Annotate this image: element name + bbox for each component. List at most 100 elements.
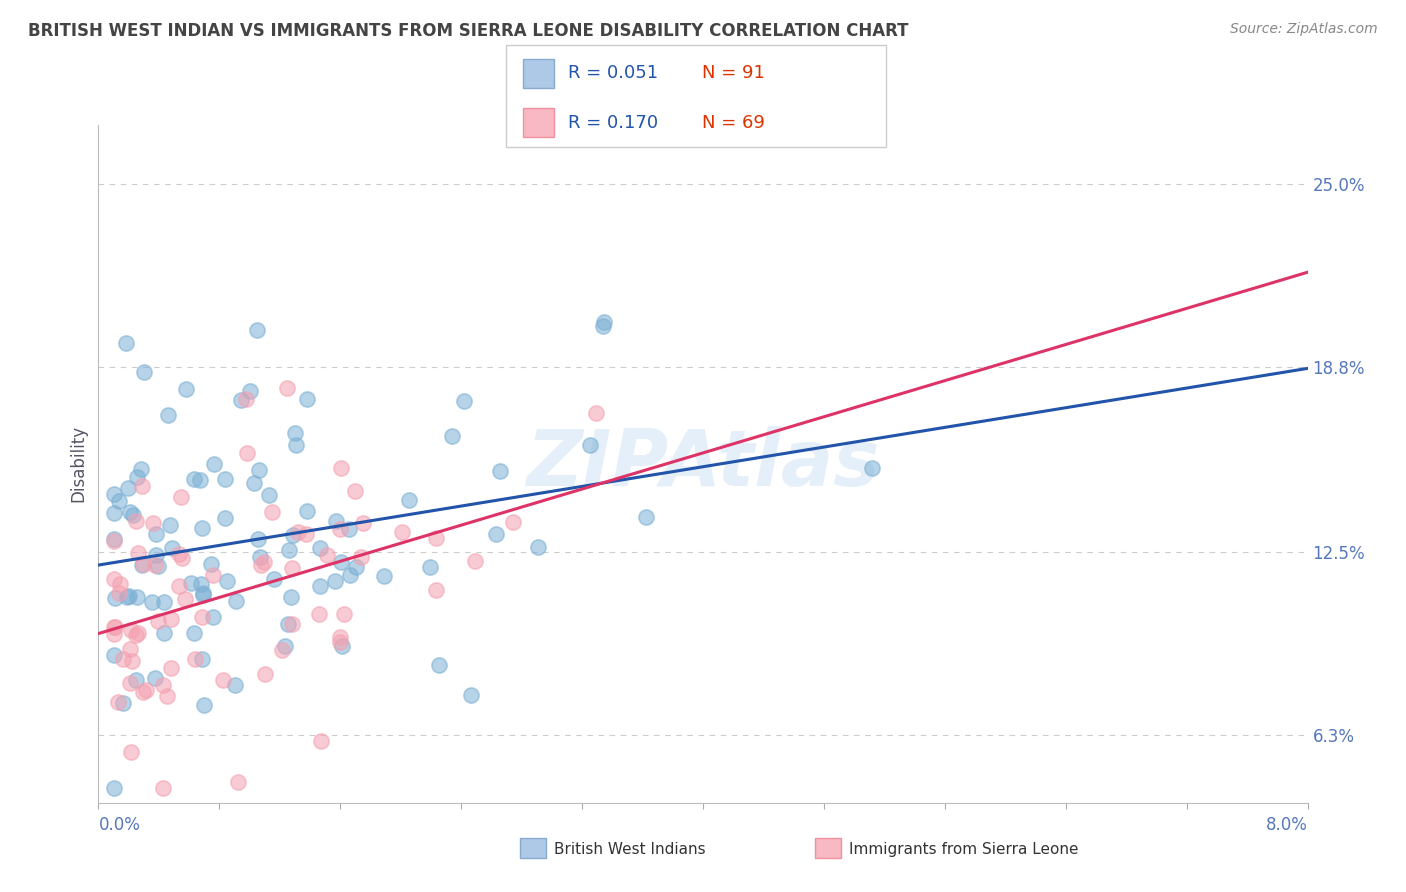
- Point: [280, 590, 302, 604]
- Point: [103, 506, 125, 520]
- Point: [250, 558, 273, 573]
- Point: [235, 446, 257, 460]
- Point: [145, 548, 167, 562]
- Point: [427, 658, 450, 673]
- Point: [107, 696, 129, 710]
- Point: [160, 541, 183, 555]
- Point: [193, 586, 215, 600]
- Point: [214, 511, 236, 525]
- Point: [276, 381, 298, 395]
- Point: [148, 614, 170, 628]
- Point: [297, 504, 319, 518]
- Point: [212, 673, 235, 687]
- Y-axis label: Disability: Disability: [69, 425, 87, 502]
- Point: [132, 685, 155, 699]
- Point: [103, 648, 125, 663]
- Point: [143, 558, 166, 573]
- Point: [323, 574, 346, 589]
- Point: [453, 393, 475, 408]
- Point: [287, 524, 309, 539]
- Point: [337, 522, 360, 536]
- Point: [226, 775, 249, 789]
- Point: [103, 780, 125, 795]
- Point: [224, 678, 246, 692]
- Point: [146, 559, 169, 574]
- Point: [527, 540, 550, 554]
- Point: [285, 437, 308, 451]
- Point: [419, 559, 441, 574]
- Point: [110, 576, 132, 591]
- Text: 0.0%: 0.0%: [98, 816, 141, 834]
- Point: [280, 560, 302, 574]
- Point: [167, 548, 190, 562]
- Point: [103, 620, 125, 634]
- Point: [131, 479, 153, 493]
- Point: [120, 642, 142, 657]
- Point: [167, 579, 190, 593]
- Text: ZIPAtlas: ZIPAtlas: [526, 425, 880, 502]
- Point: [441, 429, 464, 443]
- Point: [127, 626, 149, 640]
- Point: [201, 567, 224, 582]
- Point: [201, 610, 224, 624]
- Point: [502, 516, 524, 530]
- Text: 8.0%: 8.0%: [1265, 816, 1308, 834]
- Point: [329, 522, 352, 536]
- Point: [579, 438, 602, 452]
- Point: [120, 745, 142, 759]
- Point: [295, 392, 318, 406]
- Point: [330, 461, 353, 475]
- Point: [391, 524, 413, 539]
- Point: [311, 734, 333, 748]
- Point: [103, 532, 125, 546]
- Point: [170, 550, 193, 565]
- Point: [325, 514, 347, 528]
- Point: [117, 482, 139, 496]
- Point: [132, 365, 155, 379]
- Point: [135, 682, 157, 697]
- Point: [271, 643, 294, 657]
- Point: [153, 594, 176, 608]
- Point: [143, 672, 166, 686]
- Point: [125, 590, 148, 604]
- Point: [344, 560, 367, 574]
- Point: [277, 616, 299, 631]
- Point: [115, 591, 138, 605]
- Text: R = 0.170: R = 0.170: [568, 113, 658, 132]
- Point: [249, 549, 271, 564]
- Point: [253, 667, 276, 681]
- Point: [156, 408, 179, 422]
- Point: [349, 549, 371, 564]
- Point: [118, 506, 141, 520]
- Point: [284, 425, 307, 440]
- Point: [190, 576, 212, 591]
- Point: [141, 595, 163, 609]
- Point: [103, 627, 125, 641]
- Point: [190, 652, 212, 666]
- Point: [339, 567, 361, 582]
- Point: [120, 623, 142, 637]
- Point: [111, 696, 134, 710]
- Point: [278, 543, 301, 558]
- Text: N = 69: N = 69: [702, 113, 765, 132]
- Point: [274, 640, 297, 654]
- Point: [333, 607, 356, 622]
- Point: [328, 635, 350, 649]
- Point: [257, 488, 280, 502]
- Point: [107, 494, 129, 508]
- Point: [127, 470, 149, 484]
- Point: [308, 607, 330, 621]
- Point: [243, 476, 266, 491]
- Point: [235, 392, 257, 406]
- Point: [183, 472, 205, 486]
- Point: [225, 594, 247, 608]
- Point: [160, 661, 183, 675]
- Point: [112, 651, 135, 665]
- Point: [103, 572, 125, 586]
- Point: [280, 617, 302, 632]
- Point: [191, 588, 214, 602]
- Point: [488, 464, 510, 478]
- Point: [425, 531, 447, 545]
- Point: [183, 625, 205, 640]
- Point: [329, 630, 352, 644]
